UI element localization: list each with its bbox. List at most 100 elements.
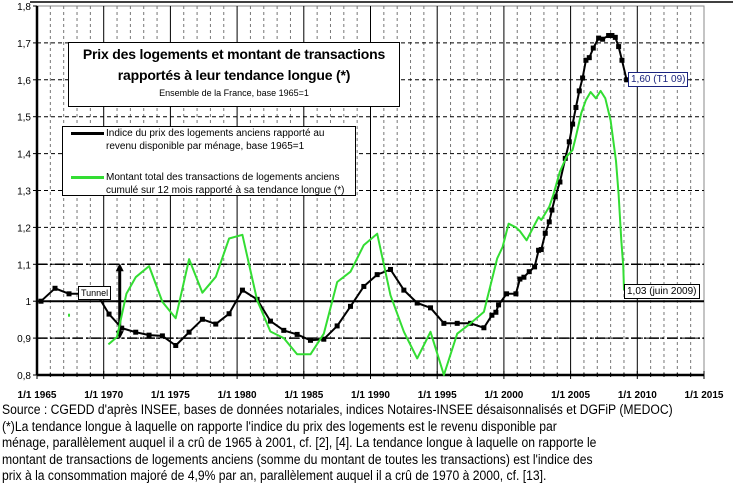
data-point: [496, 302, 502, 308]
data-point: [580, 75, 586, 81]
x-tick-label: 1/1 2015: [685, 390, 724, 400]
x-tick-label: 1/1 2005: [551, 390, 590, 400]
data-point: [576, 88, 582, 94]
data-point: [159, 333, 165, 339]
data-point: [504, 291, 510, 297]
y-tick-label: 1,7: [17, 39, 31, 50]
data-point: [600, 36, 606, 42]
chart-subtitle: Ensemble de la France, base 1965=1: [159, 88, 309, 98]
legend-label: revenu disponible par ménage, base 1965=…: [106, 141, 305, 152]
x-tick-label: 1/1 1990: [351, 390, 390, 400]
data-point: [612, 34, 618, 40]
x-tick-label: 1/1 1970: [84, 390, 123, 400]
data-point: [146, 332, 152, 338]
data-point: [186, 329, 192, 335]
footer-notes: Source : CGEDD d'après INSEE, bases de d…: [2, 402, 733, 485]
legend-label: Montant total des transactions de logeme…: [106, 172, 340, 183]
source-line: Source : CGEDD d'après INSEE, bases de d…: [2, 402, 673, 417]
data-point: [513, 291, 519, 297]
data-point: [586, 55, 592, 61]
data-point: [66, 291, 72, 297]
data-point: [213, 321, 219, 327]
data-point: [347, 303, 353, 309]
x-tick-label: 1/1 1975: [151, 390, 190, 400]
data-point: [199, 316, 205, 322]
data-point: [414, 300, 420, 306]
data-point: [619, 57, 625, 63]
data-point: [52, 285, 58, 291]
data-point-isolated: [68, 313, 71, 317]
data-point: [401, 287, 407, 293]
x-tick-label: 1/1 2000: [484, 390, 523, 400]
data-point: [536, 247, 542, 253]
y-tick-label: 1,1: [17, 260, 31, 271]
x-tick-label: 1/1 2010: [618, 390, 657, 400]
data-point: [267, 318, 273, 324]
data-point: [454, 320, 460, 326]
note-line: (*)La tendance longue à laquelle on rapp…: [2, 418, 557, 434]
x-tick-label: 1/1 1980: [218, 390, 257, 400]
data-point: [334, 323, 340, 329]
x-tick-label: 1/1 1995: [418, 390, 457, 400]
data-point: [481, 325, 487, 331]
data-point: [606, 33, 612, 39]
data-point: [552, 194, 558, 200]
data-point: [239, 287, 245, 293]
y-tick-label: 1,5: [17, 113, 31, 124]
data-point: [321, 336, 327, 342]
legend-swatch-green: [71, 176, 104, 179]
data-point: [609, 33, 615, 39]
data-point: [546, 219, 552, 225]
legend-swatch-black: [71, 132, 104, 135]
data-point: [119, 325, 125, 331]
data-point: [489, 312, 495, 318]
data-point: [532, 264, 538, 270]
tunnel-annotation: Tunnel: [78, 286, 112, 300]
note-line: montant de transactions de logements anc…: [2, 451, 593, 467]
y-tick-label: 1,4: [17, 150, 31, 161]
data-point: [388, 266, 394, 272]
tunnel-arrow-head-up: [115, 263, 124, 272]
data-point: [521, 274, 527, 280]
data-point: [441, 320, 447, 326]
note-line: ménage, parallèlement auquel il a crû de…: [2, 435, 597, 450]
data-point: [294, 331, 300, 337]
legend-label: cumulé sur 12 mois rapporté à sa tendanc…: [106, 185, 345, 196]
end-label-price-index: 1,60 (T1 09): [628, 72, 689, 87]
data-point: [281, 327, 287, 333]
data-point: [106, 311, 112, 317]
chart-title: Prix des logements et montant de transac…: [82, 46, 386, 83]
data-point: [361, 283, 367, 289]
data-point: [307, 337, 313, 343]
data-point: [616, 44, 622, 50]
data-point: [517, 276, 523, 282]
legend-label: Indice du prix des logements anciens rap…: [106, 128, 325, 139]
y-tick-label: 1: [25, 297, 31, 308]
data-point: [173, 342, 179, 348]
data-point: [538, 247, 544, 253]
data-point: [542, 230, 548, 236]
data-point: [566, 139, 572, 145]
y-tick-label: 0,9: [17, 334, 31, 345]
data-point: [38, 298, 44, 304]
y-tick-label: 1,6: [17, 76, 31, 87]
y-tick-label: 1,3: [17, 187, 31, 198]
data-point: [493, 309, 499, 315]
data-point: [526, 269, 532, 275]
data-point: [590, 45, 596, 51]
y-tick-label: 1,2: [17, 223, 31, 234]
data-point: [226, 311, 232, 317]
series-line-transactions: [107, 89, 625, 376]
data-point: [557, 179, 563, 185]
y-tick-label: 1,8: [17, 2, 31, 13]
data-point: [624, 77, 630, 83]
note-line: prix à la consommation majoré de 4,9% pa…: [2, 468, 547, 483]
legend: Indice du prix des logements anciens rap…: [62, 126, 356, 196]
data-point: [428, 305, 434, 311]
data-point: [573, 104, 579, 110]
data-point: [549, 207, 555, 213]
x-tick-label: 1/1 1985: [284, 390, 323, 400]
data-point: [570, 121, 576, 127]
data-point: [133, 329, 139, 335]
data-point: [596, 35, 602, 41]
